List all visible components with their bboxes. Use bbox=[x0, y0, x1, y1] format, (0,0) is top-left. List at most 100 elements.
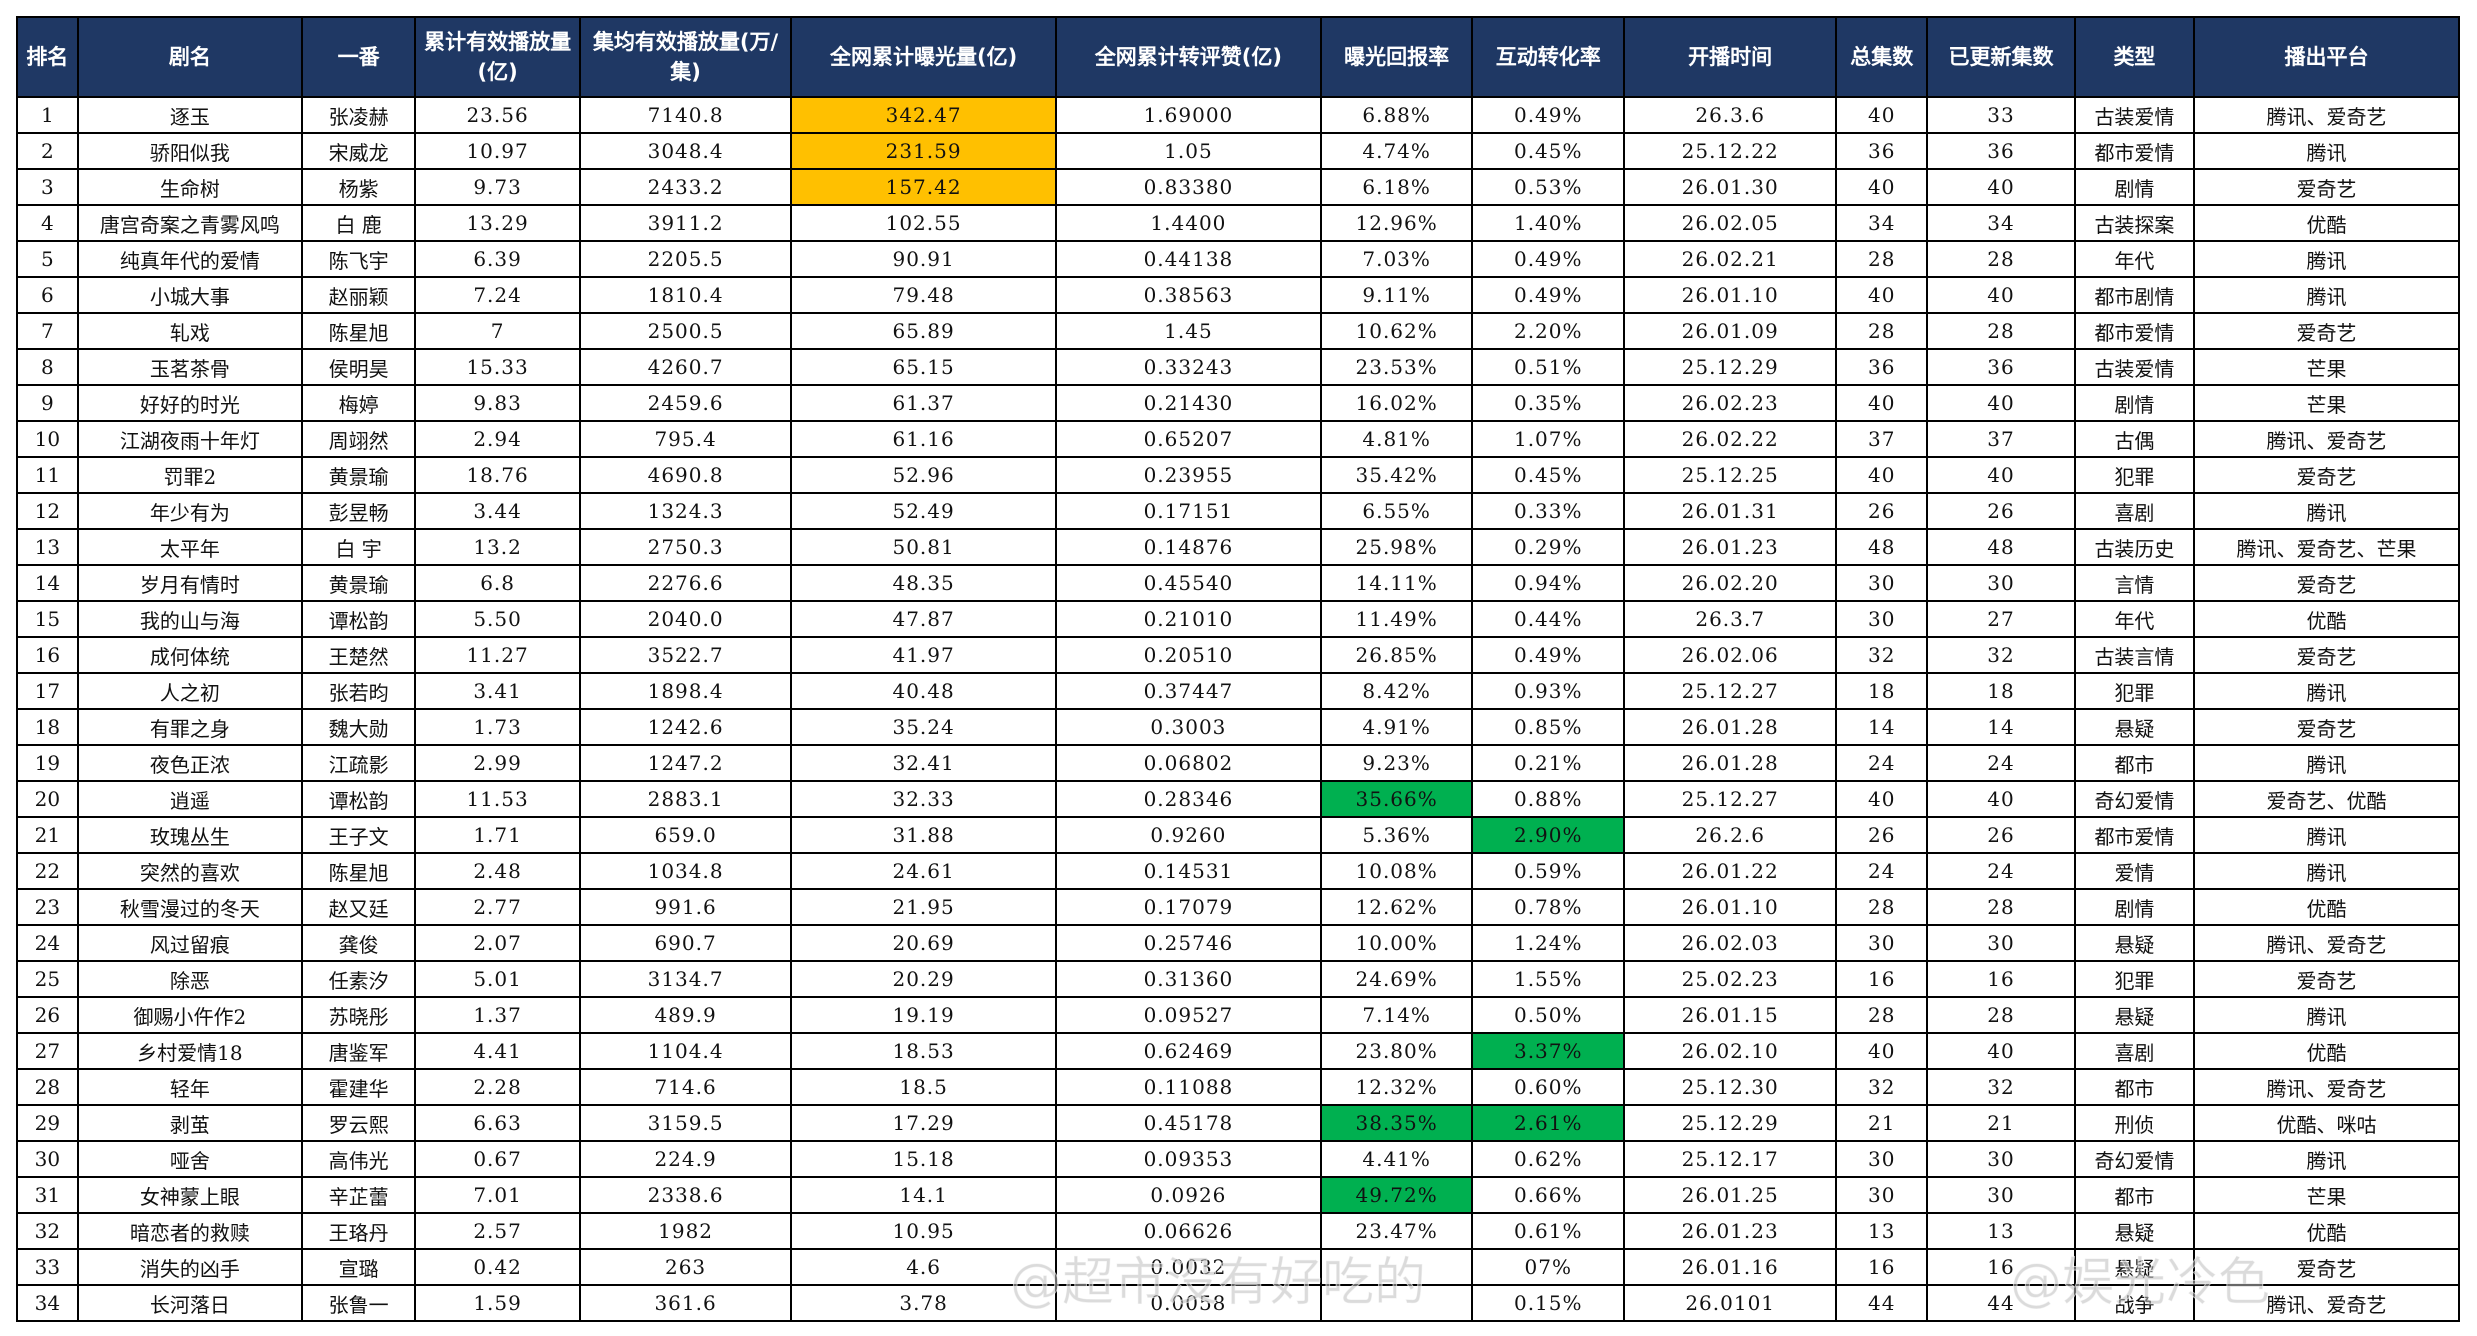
cell-lead-actor: 魏大勋 bbox=[301, 708, 417, 746]
cell-rank: 33 bbox=[16, 1248, 79, 1286]
table-row: 25 除恶 任素汐 5.01 3134.7 20.29 0.31360 24.69% 1.55%… bbox=[16, 960, 2460, 998]
cell-platform: 腾讯、爱奇艺、芒果 bbox=[2193, 528, 2460, 566]
cell-exposure-return-rate: 23.47% bbox=[1319, 1212, 1474, 1250]
cell-exposure-return-rate: 24.69% bbox=[1319, 960, 1474, 998]
cell-genre: 都市剧情 bbox=[2073, 276, 2196, 314]
cell-avg-plays-per-episode: 3522.7 bbox=[578, 636, 793, 674]
cell-title: 逐玉 bbox=[76, 96, 304, 134]
cell-updated-episodes: 14 bbox=[1926, 708, 2076, 746]
cell-total-episodes: 13 bbox=[1835, 1212, 1929, 1250]
cell-platform: 优酷、咪咕 bbox=[2193, 1104, 2460, 1142]
cell-premiere-date: 26.02.20 bbox=[1623, 564, 1838, 602]
cell-platform: 优酷 bbox=[2193, 204, 2460, 242]
cell-genre: 都市爱情 bbox=[2073, 312, 2196, 350]
cell-total-exposure: 21.95 bbox=[790, 888, 1058, 926]
cell-total-exposure: 102.55 bbox=[790, 204, 1058, 242]
cell-platform: 芒果 bbox=[2193, 348, 2460, 386]
cell-total-episodes: 28 bbox=[1835, 240, 1929, 278]
cell-premiere-date: 26.01.23 bbox=[1623, 528, 1838, 566]
cell-rank: 12 bbox=[16, 492, 79, 530]
cell-genre: 犯罪 bbox=[2073, 960, 2196, 998]
cell-title: 玉茗茶骨 bbox=[76, 348, 304, 386]
cell-exposure-return-rate: 23.53% bbox=[1319, 348, 1474, 386]
cell-total-engagement: 1.45 bbox=[1055, 312, 1322, 350]
cell-lead-actor: 宋威龙 bbox=[301, 132, 417, 170]
cell-genre: 古装爱情 bbox=[2073, 96, 2196, 134]
table-row: 20 逍遥 谭松韵 11.53 2883.1 32.33 0.28346 35.66% 0.88… bbox=[16, 780, 2460, 818]
cell-total-plays: 2.99 bbox=[414, 744, 581, 782]
cell-exposure-return-rate: 14.11% bbox=[1319, 564, 1474, 602]
cell-platform: 优酷 bbox=[2193, 1212, 2460, 1250]
cell-lead-actor: 彭昱畅 bbox=[301, 492, 417, 530]
cell-title: 御赐小仵作2 bbox=[76, 996, 304, 1034]
cell-total-plays: 2.77 bbox=[414, 888, 581, 926]
cell-interaction-rate: 0.50% bbox=[1471, 996, 1626, 1034]
cell-updated-episodes: 30 bbox=[1926, 1176, 2076, 1214]
cell-updated-episodes: 26 bbox=[1926, 816, 2076, 854]
cell-platform: 腾讯、爱奇艺 bbox=[2193, 96, 2460, 134]
cell-premiere-date: 25.12.27 bbox=[1623, 780, 1838, 818]
cell-total-episodes: 30 bbox=[1835, 924, 1929, 962]
cell-interaction-rate: 0.21% bbox=[1471, 744, 1626, 782]
cell-interaction-rate: 0.53% bbox=[1471, 168, 1626, 206]
cell-lead-actor: 罗云熙 bbox=[301, 1104, 417, 1142]
cell-rank: 17 bbox=[16, 672, 79, 710]
cell-avg-plays-per-episode: 361.6 bbox=[578, 1284, 793, 1322]
cell-exposure-return-rate: 35.42% bbox=[1319, 456, 1474, 494]
cell-exposure-return-rate: 4.91% bbox=[1319, 708, 1474, 746]
table-row: 12 年少有为 彭昱畅 3.44 1324.3 52.49 0.17151 6.55% 0.33… bbox=[16, 492, 2460, 530]
cell-rank: 29 bbox=[16, 1104, 79, 1142]
cell-title: 乡村爱情18 bbox=[76, 1032, 304, 1070]
cell-exposure-return-rate: 4.41% bbox=[1319, 1140, 1474, 1178]
cell-total-plays: 13.29 bbox=[414, 204, 581, 242]
header-exposure-return-rate: 曝光回报率 bbox=[1319, 16, 1474, 98]
cell-genre: 都市 bbox=[2073, 744, 2196, 782]
cell-exposure-return-rate bbox=[1319, 1248, 1474, 1286]
cell-rank: 2 bbox=[16, 132, 79, 170]
cell-total-exposure: 40.48 bbox=[790, 672, 1058, 710]
cell-updated-episodes: 28 bbox=[1926, 996, 2076, 1034]
cell-total-exposure: 157.42 bbox=[790, 168, 1058, 206]
table-row: 7 轧戏 陈星旭 7 2500.5 65.89 1.45 10.62% 2.20% 26.01.0… bbox=[16, 312, 2460, 350]
cell-title: 岁月有情时 bbox=[76, 564, 304, 602]
cell-total-engagement: 0.9260 bbox=[1055, 816, 1322, 854]
cell-updated-episodes: 26 bbox=[1926, 492, 2076, 530]
cell-interaction-rate: 0.45% bbox=[1471, 456, 1626, 494]
cell-rank: 9 bbox=[16, 384, 79, 422]
cell-total-plays: 0.42 bbox=[414, 1248, 581, 1286]
cell-total-engagement: 0.09353 bbox=[1055, 1140, 1322, 1178]
cell-total-engagement: 0.28346 bbox=[1055, 780, 1322, 818]
cell-total-engagement: 0.14876 bbox=[1055, 528, 1322, 566]
cell-avg-plays-per-episode: 690.7 bbox=[578, 924, 793, 962]
cell-total-engagement: 1.69000 bbox=[1055, 96, 1322, 134]
cell-genre: 剧情 bbox=[2073, 888, 2196, 926]
cell-total-exposure: 65.89 bbox=[790, 312, 1058, 350]
cell-avg-plays-per-episode: 2338.6 bbox=[578, 1176, 793, 1214]
cell-genre: 年代 bbox=[2073, 600, 2196, 638]
cell-updated-episodes: 30 bbox=[1926, 564, 2076, 602]
cell-total-engagement: 0.17151 bbox=[1055, 492, 1322, 530]
cell-total-plays: 1.37 bbox=[414, 996, 581, 1034]
cell-total-episodes: 28 bbox=[1835, 888, 1929, 926]
cell-platform: 芒果 bbox=[2193, 1176, 2460, 1214]
cell-interaction-rate: 0.60% bbox=[1471, 1068, 1626, 1106]
cell-avg-plays-per-episode: 1247.2 bbox=[578, 744, 793, 782]
cell-premiere-date: 26.3.7 bbox=[1623, 600, 1838, 638]
cell-total-exposure: 50.81 bbox=[790, 528, 1058, 566]
cell-premiere-date: 26.2.6 bbox=[1623, 816, 1838, 854]
cell-premiere-date: 26.02.22 bbox=[1623, 420, 1838, 458]
cell-genre: 古装探案 bbox=[2073, 204, 2196, 242]
cell-total-exposure: 47.87 bbox=[790, 600, 1058, 638]
cell-title: 成何体统 bbox=[76, 636, 304, 674]
table-row: 8 玉茗茶骨 侯明昊 15.33 4260.7 65.15 0.33243 23.53% 0.5… bbox=[16, 348, 2460, 386]
cell-genre: 刑侦 bbox=[2073, 1104, 2196, 1142]
table-body: 1 逐玉 张凌赫 23.56 7140.8 342.47 1.69000 6.88% 0.49%… bbox=[16, 96, 2460, 1322]
cell-genre: 都市 bbox=[2073, 1176, 2196, 1214]
header-total-plays: 累计有效播放量(亿) bbox=[414, 16, 581, 98]
cell-total-plays: 7.01 bbox=[414, 1176, 581, 1214]
cell-premiere-date: 26.01.10 bbox=[1623, 276, 1838, 314]
cell-total-exposure: 18.5 bbox=[790, 1068, 1058, 1106]
cell-interaction-rate: 0.94% bbox=[1471, 564, 1626, 602]
cell-updated-episodes: 40 bbox=[1926, 384, 2076, 422]
cell-lead-actor: 霍建华 bbox=[301, 1068, 417, 1106]
